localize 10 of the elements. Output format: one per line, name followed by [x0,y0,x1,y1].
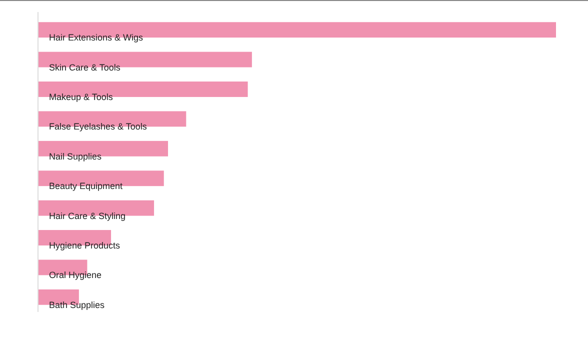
y-tick-label: False Eyelashes & Tools [49,122,148,132]
y-tick-label: Hair Extensions & Wigs [49,32,144,43]
y-tick-label: Nail Supplies [49,151,102,162]
y-tick-label: Hygiene Products [49,240,121,250]
y-tick-label: Beauty Equipment [49,181,124,192]
y-tick-label: Bath Supplies [49,300,106,310]
y-tick-label: Makeup & Tools [49,92,114,102]
y-tick-label: Skin Care & Tools [49,62,121,72]
y-tick-label: Hair Care & Styling [49,210,126,221]
y-tick-label: Oral Hygiene [49,270,102,280]
